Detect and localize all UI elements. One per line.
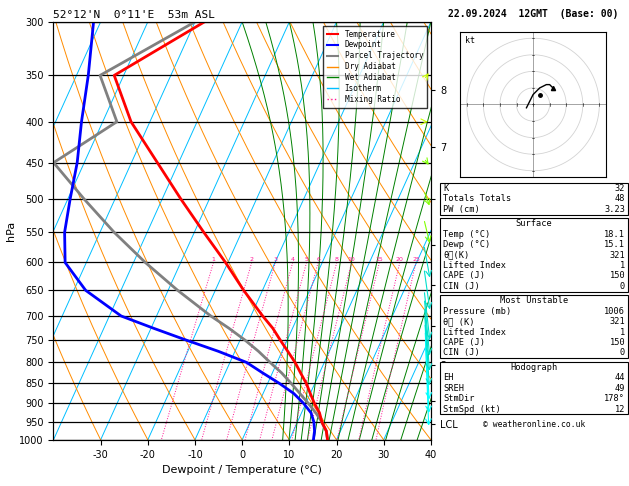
- Text: 22.09.2024  12GMT  (Base: 00): 22.09.2024 12GMT (Base: 00): [448, 9, 618, 19]
- Text: Most Unstable: Most Unstable: [499, 296, 568, 305]
- Text: 1: 1: [620, 261, 625, 270]
- Text: 52°12'N  0°11'E  53m ASL: 52°12'N 0°11'E 53m ASL: [53, 10, 216, 20]
- Text: Lifted Index: Lifted Index: [443, 328, 506, 337]
- Text: 20: 20: [396, 258, 404, 262]
- Text: © weatheronline.co.uk: © weatheronline.co.uk: [482, 420, 585, 429]
- Text: Surface: Surface: [515, 219, 552, 228]
- Text: 2: 2: [250, 258, 253, 262]
- Text: 0: 0: [620, 348, 625, 358]
- Text: StmSpd (kt): StmSpd (kt): [443, 404, 501, 414]
- Text: Hodograph: Hodograph: [510, 363, 557, 372]
- Text: CAPE (J): CAPE (J): [443, 271, 486, 280]
- Text: 18.1: 18.1: [604, 229, 625, 239]
- Text: 150: 150: [610, 271, 625, 280]
- Text: 15: 15: [376, 258, 383, 262]
- Text: 150: 150: [610, 338, 625, 347]
- Text: 25: 25: [412, 258, 420, 262]
- Text: 49: 49: [615, 383, 625, 393]
- Text: kt: kt: [465, 36, 474, 45]
- Text: Mixing Ratio (g/kg): Mixing Ratio (g/kg): [454, 185, 464, 277]
- Text: 3: 3: [274, 258, 277, 262]
- Legend: Temperature, Dewpoint, Parcel Trajectory, Dry Adiabat, Wet Adiabat, Isotherm, Mi: Temperature, Dewpoint, Parcel Trajectory…: [323, 26, 427, 108]
- Text: 1: 1: [620, 328, 625, 337]
- Text: θᴇ (K): θᴇ (K): [443, 317, 475, 326]
- Y-axis label: km
ASL: km ASL: [470, 231, 489, 252]
- Y-axis label: hPa: hPa: [6, 221, 16, 241]
- Text: θᴇ(K): θᴇ(K): [443, 250, 470, 260]
- Text: 4: 4: [291, 258, 295, 262]
- Text: 15.1: 15.1: [604, 240, 625, 249]
- Text: Pressure (mb): Pressure (mb): [443, 307, 512, 316]
- Text: 48: 48: [615, 194, 625, 204]
- Text: Totals Totals: Totals Totals: [443, 194, 512, 204]
- Text: Temp (°C): Temp (°C): [443, 229, 491, 239]
- X-axis label: Dewpoint / Temperature (°C): Dewpoint / Temperature (°C): [162, 465, 322, 475]
- Text: 10: 10: [348, 258, 355, 262]
- Text: 8: 8: [335, 258, 338, 262]
- Text: 321: 321: [610, 250, 625, 260]
- Text: SREH: SREH: [443, 383, 464, 393]
- Text: 6: 6: [316, 258, 320, 262]
- Text: Lifted Index: Lifted Index: [443, 261, 506, 270]
- Text: K: K: [443, 184, 448, 193]
- Text: 12: 12: [615, 404, 625, 414]
- Text: StmDir: StmDir: [443, 394, 475, 403]
- Text: CIN (J): CIN (J): [443, 282, 480, 291]
- Text: 178°: 178°: [604, 394, 625, 403]
- Text: 1006: 1006: [604, 307, 625, 316]
- Text: 5: 5: [304, 258, 308, 262]
- Text: EH: EH: [443, 373, 454, 382]
- Text: 321: 321: [610, 317, 625, 326]
- Text: 1: 1: [211, 258, 215, 262]
- Text: CIN (J): CIN (J): [443, 348, 480, 358]
- Text: 0: 0: [620, 282, 625, 291]
- Text: 3.23: 3.23: [604, 205, 625, 214]
- Text: PW (cm): PW (cm): [443, 205, 480, 214]
- Text: 44: 44: [615, 373, 625, 382]
- Text: CAPE (J): CAPE (J): [443, 338, 486, 347]
- Text: Dewp (°C): Dewp (°C): [443, 240, 491, 249]
- Text: 32: 32: [615, 184, 625, 193]
